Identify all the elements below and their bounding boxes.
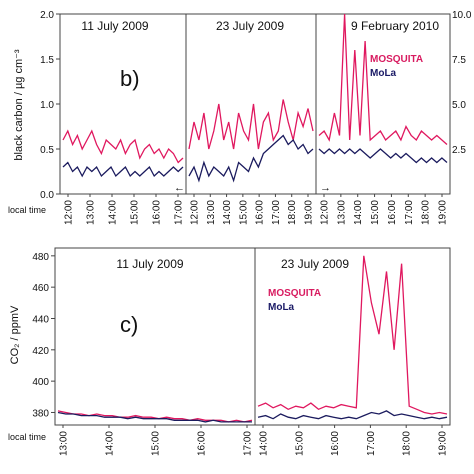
p0-s2-xtick-label: 18:00 <box>421 200 432 225</box>
b-legend-mola: MoLa <box>370 68 397 79</box>
p0-s1-series-mola <box>188 134 314 183</box>
p0-s2-xtick-label: 12:00 <box>320 200 331 225</box>
c-legend-mola: MoLa <box>268 302 295 313</box>
p0-s2-xtick-label: 17:00 <box>404 200 415 225</box>
p1-ytick-label: 480 <box>32 252 49 263</box>
c-panel-label: c) <box>120 312 138 337</box>
p0-ytick-label: 2.0 <box>40 10 54 21</box>
p0-s2-series-mosquita <box>318 13 448 145</box>
p0-s0-xtick-label: 12:00 <box>64 200 75 225</box>
b-x-axis-label: local time <box>8 205 46 215</box>
p0-right-ytick-label: 5.0 <box>452 100 466 111</box>
b-subpanel-3-frame <box>315 13 451 195</box>
p0-ytick-label: 0.0 <box>40 190 54 201</box>
p0-ytick-label: 1.5 <box>40 55 54 66</box>
b-subpanel-1-frame <box>59 13 187 195</box>
p1-ytick-label: 420 <box>32 346 49 357</box>
p0-s2-xtick-label: 15:00 <box>370 200 381 225</box>
p0-s1-xtick-label: 13:00 <box>206 200 217 225</box>
p0-s0-series-mola <box>62 161 184 178</box>
p0-s1-series-mosquita <box>188 99 314 150</box>
p0-s0-xtick-label: 14:00 <box>108 200 119 225</box>
panel-b: 11 July 2009 23 July 2009 9 February 201… <box>8 13 451 215</box>
c-y-axis-label: CO₂ / ppmV <box>9 305 21 364</box>
p0-s2-xtick-label: 14:00 <box>353 200 364 225</box>
p0-s1-xtick-label: 15:00 <box>238 200 249 225</box>
p1-s1-series-mosquita <box>257 255 448 415</box>
p0-s2-xtick-label: 13:00 <box>336 200 347 225</box>
p1-s0-xtick-label: 14:00 <box>105 431 116 456</box>
p0-s1-xtick-label: 17:00 <box>271 200 282 225</box>
p0-s0-series-mosquita <box>62 129 184 164</box>
p0-right-ytick-label: 2.5 <box>452 145 466 156</box>
b-subpanel-3-title: 9 February 2010 <box>351 19 439 33</box>
b-y-axis-label: black carbon / µg cm⁻³ <box>13 49 25 161</box>
p1-s1-xtick-label: 14:00 <box>259 431 270 456</box>
b-left-arrow-icon: ← <box>174 182 185 194</box>
p1-ytick-label: 460 <box>32 283 49 294</box>
b-subpanel-1-title: 11 July 2009 <box>81 19 148 33</box>
p0-s0-xtick-label: 15:00 <box>130 200 141 225</box>
b-panel-label: b) <box>120 66 140 91</box>
p0-s1-xtick-label: 14:00 <box>222 200 233 225</box>
p0-s1-xtick-label: 19:00 <box>304 200 315 225</box>
p0-ytick-label: 0.5 <box>40 145 54 156</box>
chart-marks: 0.0 0.5 1.0 1.5 2.0 2.5 5.0 7.5 10.0 12:00 13:00 14… <box>32 10 472 456</box>
p1-s1-xtick-label: 18:00 <box>402 431 413 456</box>
p1-s0-xtick-label: 15:00 <box>151 431 162 456</box>
p1-s0-xtick-label: 17:00 <box>243 431 254 456</box>
p1-ytick-label: 400 <box>32 377 49 388</box>
p0-s2-xtick-label: 16:00 <box>387 200 398 225</box>
p1-s1-series-mola <box>257 410 448 420</box>
c-subpanel-1-frame <box>54 247 256 426</box>
c-subpanel-1-title: 11 July 2009 <box>116 257 183 271</box>
p0-s0-xtick-label: 13:00 <box>86 200 97 225</box>
c-x-axis-label: local time <box>8 432 46 442</box>
c-legend-mosquita: MOSQUITA <box>268 288 321 299</box>
p1-s0-series-mola <box>57 411 252 423</box>
c-subpanel-2-title: 23 July 2009 <box>281 257 349 271</box>
p1-s1-xtick-label: 16:00 <box>330 431 341 456</box>
p0-right-ytick-label: 7.5 <box>452 55 466 66</box>
p0-right-ytick-label: 10.0 <box>452 10 472 21</box>
p0-s2-series-mola <box>318 148 448 164</box>
p1-s0-xtick-label: 16:00 <box>197 431 208 456</box>
b-legend-mosquita: MOSQUITA <box>370 54 423 65</box>
p1-s0-series-mosquita <box>57 410 253 423</box>
b-subpanel-2-title: 23 July 2009 <box>216 19 284 33</box>
p0-s0-xtick-label: 17:00 <box>174 200 185 225</box>
p1-s1-xtick-label: 19:00 <box>438 431 449 456</box>
c-subpanel-2-frame <box>254 247 451 426</box>
p1-s1-xtick-label: 17:00 <box>366 431 377 456</box>
p1-s1-xtick-label: 15:00 <box>294 431 305 456</box>
p0-ytick-label: 1.0 <box>40 100 54 111</box>
p1-ytick-label: 380 <box>32 408 49 419</box>
p0-s1-xtick-label: 12:00 <box>190 200 201 225</box>
p0-s2-xtick-label: 19:00 <box>438 200 449 225</box>
p1-ytick-label: 440 <box>32 314 49 325</box>
p0-s1-xtick-label: 16:00 <box>255 200 266 225</box>
p0-s1-xtick-label: 18:00 <box>287 200 298 225</box>
p0-s0-xtick-label: 16:00 <box>152 200 163 225</box>
p1-s0-xtick-label: 13:00 <box>59 431 70 456</box>
b-right-arrow-icon: → <box>320 182 331 194</box>
panel-c: 11 July 2009 23 July 2009 c) MOSQUITA Mo… <box>8 247 451 442</box>
